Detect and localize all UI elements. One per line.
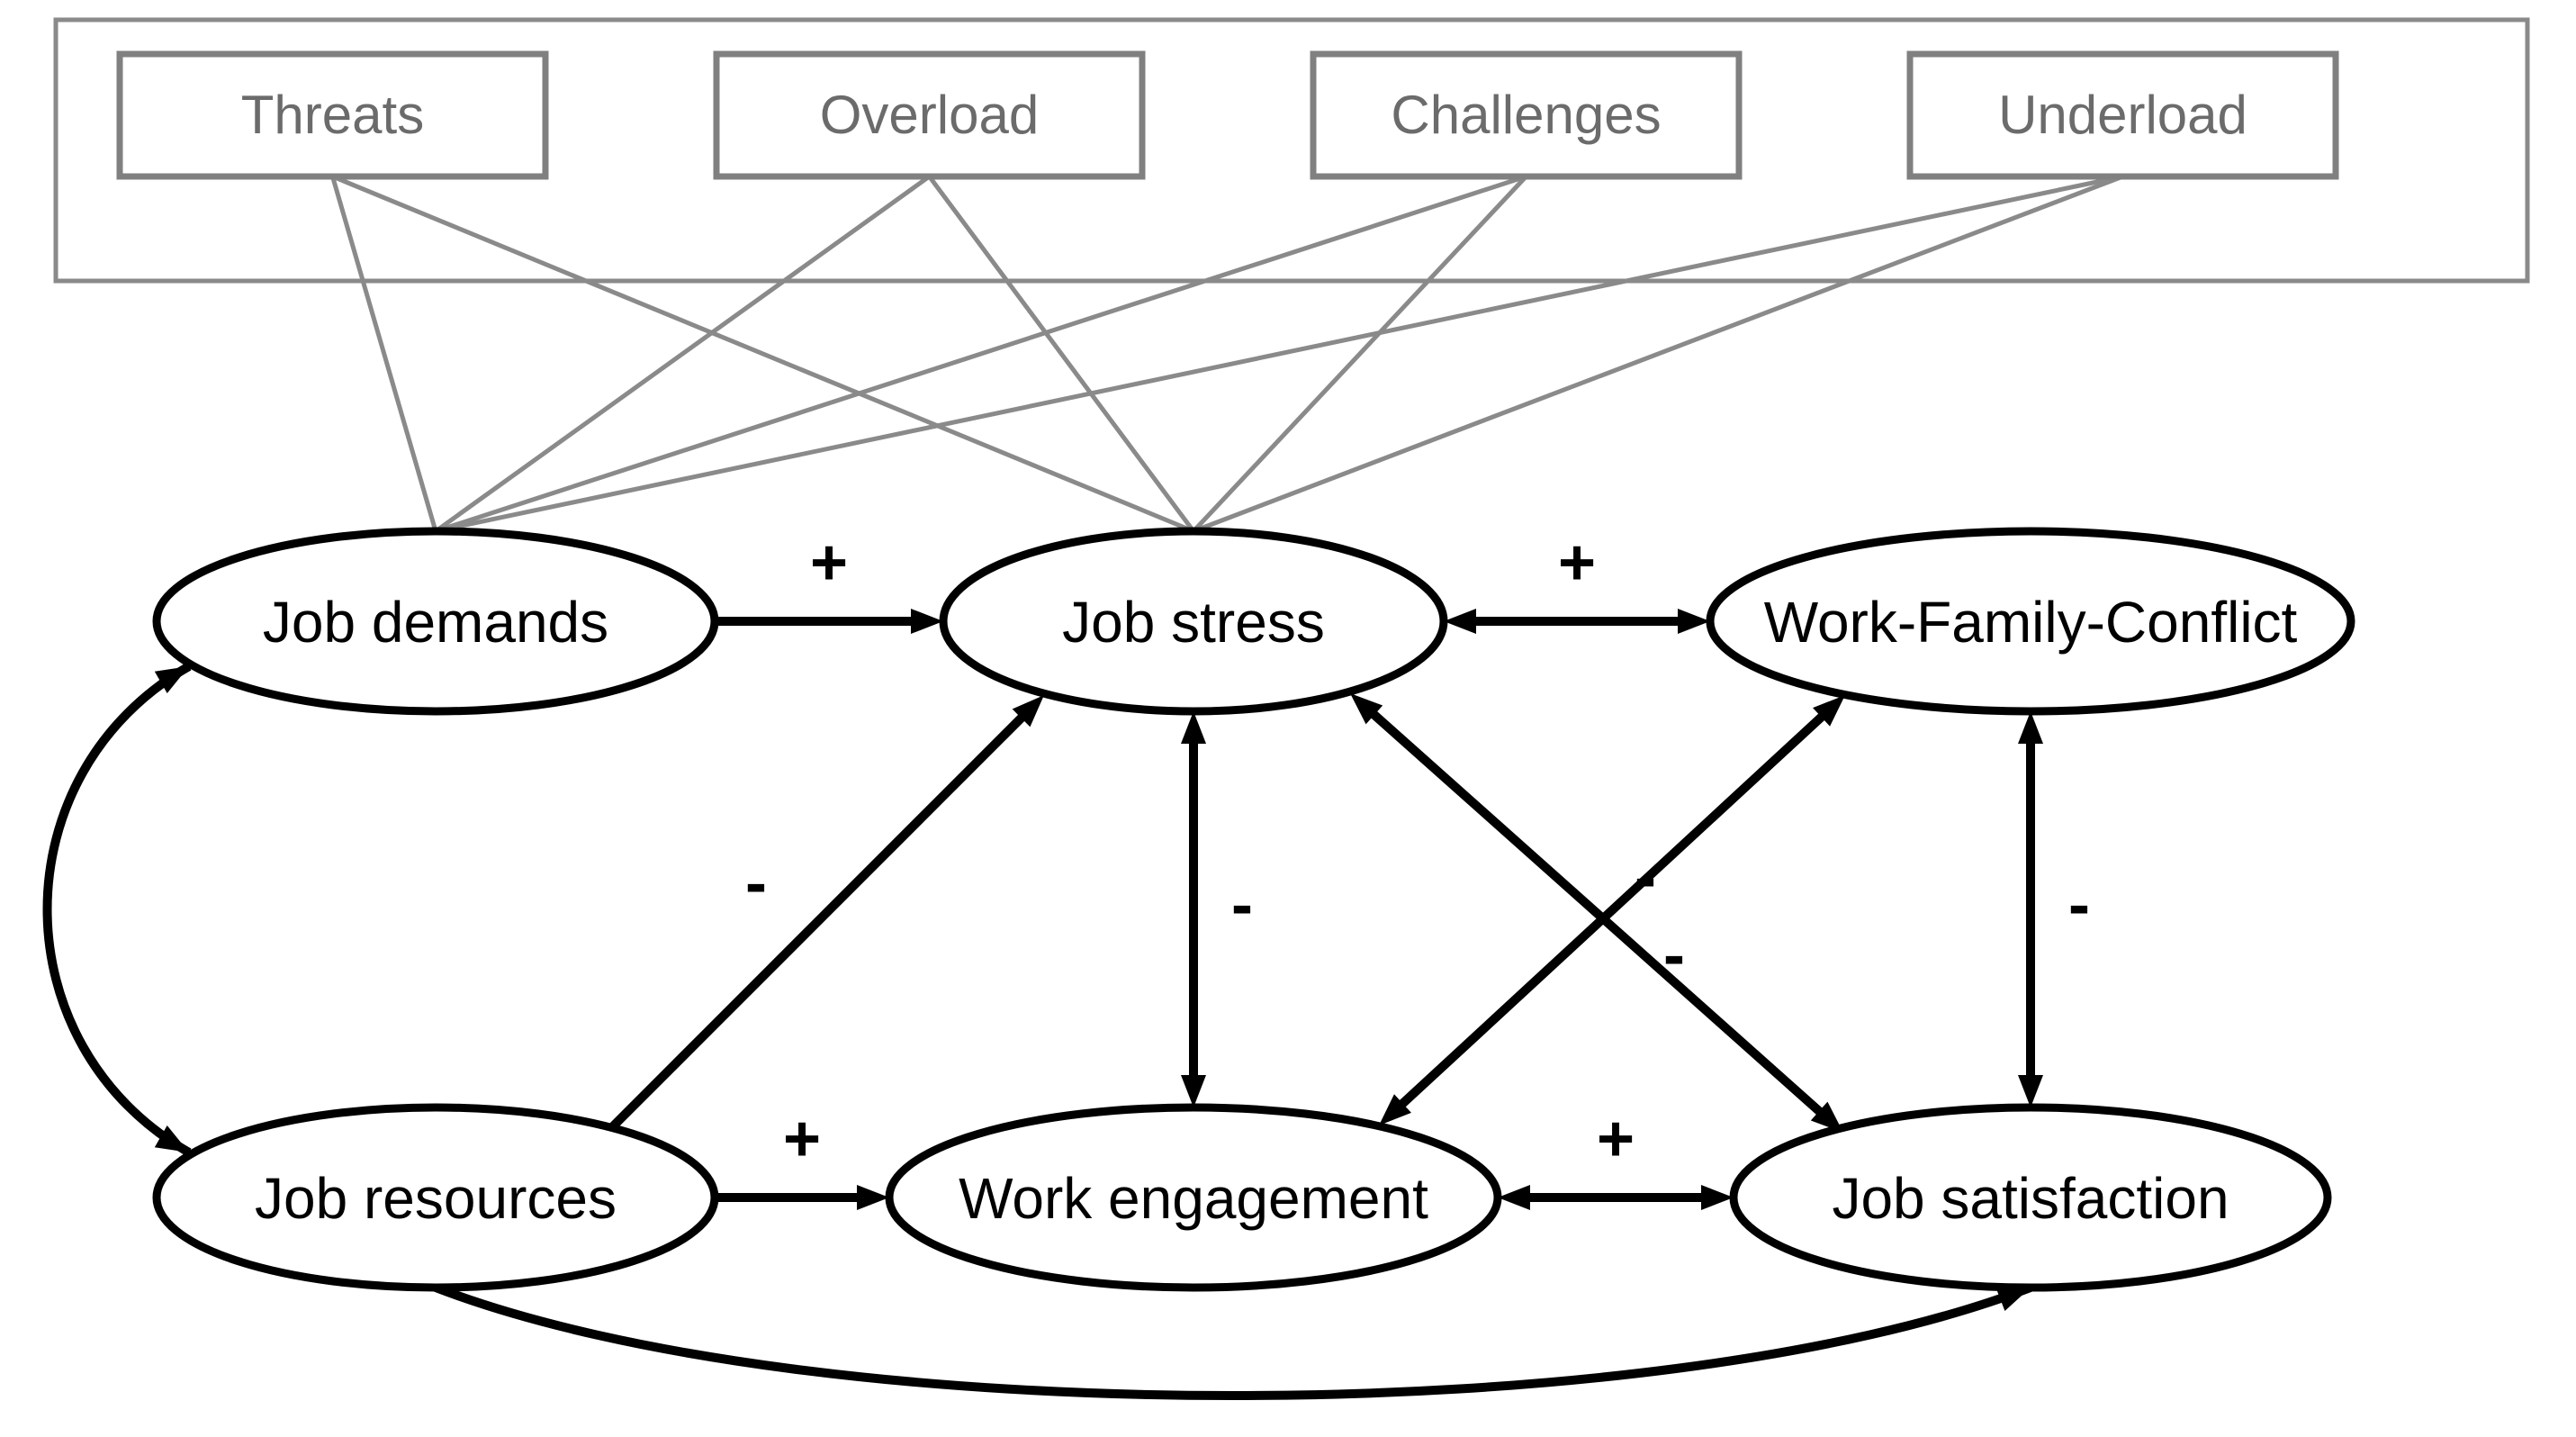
node-engagement: Work engagement	[889, 1107, 1498, 1288]
node-demands: Job demands	[157, 531, 715, 711]
diagram-root: Threats Overload Challenges Underload + + + + - -…	[0, 0, 2576, 1437]
box-challenges: Challenges	[1313, 54, 1739, 176]
edge-sign: +	[1597, 1103, 1635, 1175]
node-label: Work-Family-Conflict	[1764, 590, 2298, 655]
node-resources: Job resources	[157, 1107, 715, 1288]
node-label: Job demands	[263, 590, 608, 655]
edge-sign: +	[1558, 527, 1596, 599]
box-label: Threats	[241, 85, 424, 145]
edge-sign: -	[1231, 869, 1253, 941]
node-label: Work engagement	[959, 1166, 1428, 1231]
box-underload: Underload	[1910, 54, 2336, 176]
box-label: Underload	[1998, 85, 2247, 145]
node-stress: Job stress	[943, 531, 1444, 711]
edge-sign: +	[810, 527, 848, 599]
box-label: Challenges	[1391, 85, 1661, 145]
node-label: Job satisfaction	[1832, 1166, 2229, 1231]
edge-sign: -	[2068, 869, 2090, 941]
node-wfc: Work-Family-Conflict	[1710, 531, 2351, 711]
diagram-svg: Threats Overload Challenges Underload + + + + - -…	[0, 0, 2576, 1437]
box-overload: Overload	[716, 54, 1142, 176]
node-satisfaction: Job satisfaction	[1734, 1107, 2328, 1288]
box-label: Overload	[820, 85, 1039, 145]
node-label: Job stress	[1062, 590, 1325, 655]
edge-sign: -	[745, 847, 767, 919]
node-label: Job resources	[255, 1166, 617, 1231]
box-threats: Threats	[120, 54, 545, 176]
edge-sign: -	[1663, 919, 1685, 991]
edge-sign: +	[783, 1103, 821, 1175]
